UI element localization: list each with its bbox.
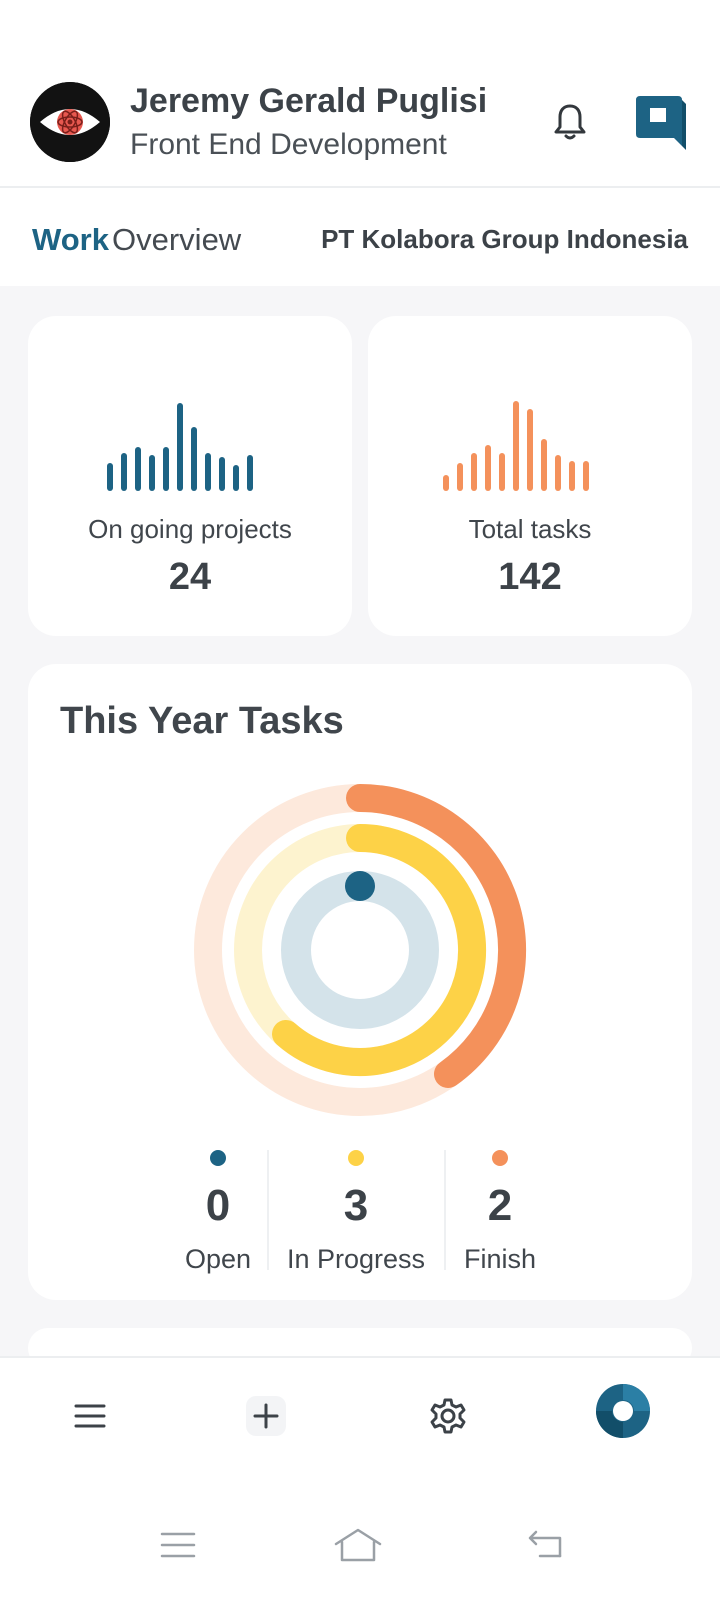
- profile-logo-icon[interactable]: [594, 1382, 652, 1440]
- legend-finish: 2 Finish: [430, 1150, 570, 1275]
- company-name[interactable]: PT Kolabora Group Indonesia: [321, 224, 688, 254]
- settings-icon[interactable]: [428, 1396, 468, 1436]
- legend-label-open: Open: [184, 1244, 252, 1274]
- tasks-radial-chart: [194, 784, 527, 1116]
- open-ring-dot: [345, 871, 375, 901]
- react-eye-avatar-icon: [30, 82, 110, 162]
- legend-value-open: 0: [205, 1181, 231, 1230]
- legend-dot-in-progress: [348, 1150, 364, 1166]
- total-tasks-card[interactable]: [368, 316, 692, 636]
- legend-value-in-progress: 3: [343, 1181, 369, 1230]
- add-icon[interactable]: [246, 1396, 286, 1436]
- system-nav-bar: [0, 1506, 720, 1600]
- legend-label-finish: Finish: [463, 1244, 537, 1274]
- legend-divider: [444, 1150, 446, 1270]
- section-title-rest: Overview: [112, 222, 242, 257]
- finish-ring-arc: [346, 784, 527, 1088]
- ongoing-projects-card[interactable]: [28, 316, 352, 636]
- tasks-bar-sparkline: [443, 401, 589, 491]
- user-name: Jeremy Gerald Puglisi: [130, 82, 488, 120]
- legend-in-progress: 3 In Progress: [286, 1150, 426, 1275]
- progress-ring-arc: [272, 824, 487, 1076]
- stat-value-projects: 24: [168, 556, 212, 598]
- legend-value-finish: 2: [487, 1181, 513, 1230]
- kolabora-logo-icon[interactable]: [636, 94, 686, 150]
- year-tasks-card: [28, 664, 692, 1300]
- bell-icon[interactable]: [548, 100, 592, 144]
- legend-open: 0 Open: [148, 1150, 288, 1275]
- legend-dot-finish: [492, 1150, 508, 1166]
- avatar[interactable]: [30, 82, 110, 162]
- legend-divider: [267, 1150, 269, 1270]
- legend-label-in-progress: In Progress: [286, 1244, 426, 1274]
- bottom-tab-bar: [0, 1356, 720, 1506]
- year-tasks-title: This Year Tasks: [60, 700, 344, 742]
- app-header: Jeremy Gerald Puglisi Front End Developm…: [0, 0, 720, 188]
- projects-bar-sparkline: [107, 403, 253, 491]
- menu-icon[interactable]: [72, 1398, 108, 1434]
- home-icon[interactable]: [334, 1526, 382, 1564]
- legend-dot-open: [210, 1150, 226, 1166]
- stat-label-projects: On going projects: [88, 514, 292, 544]
- section-title-bold: Work: [32, 222, 109, 257]
- stat-value-tasks: 142: [498, 556, 562, 598]
- open-ring-track: [281, 871, 439, 1029]
- stat-label-tasks: Total tasks: [468, 514, 592, 544]
- user-role: Front End Development: [130, 128, 447, 161]
- back-icon[interactable]: [524, 1528, 564, 1562]
- section-header: [0, 190, 720, 286]
- recents-icon[interactable]: [160, 1530, 196, 1560]
